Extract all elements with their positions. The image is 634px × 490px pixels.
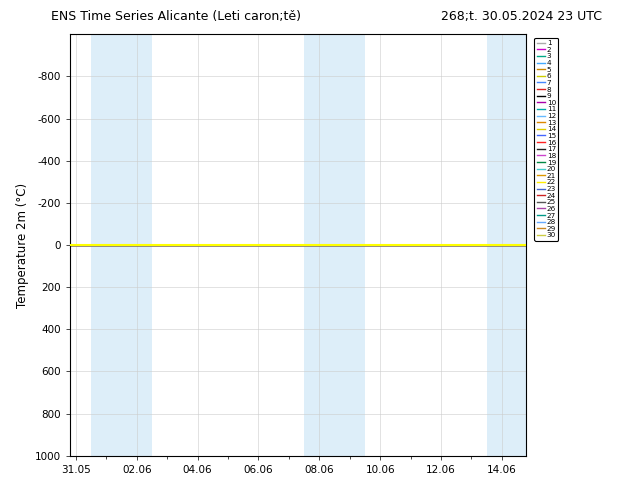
Text: 268;t. 30.05.2024 23 UTC: 268;t. 30.05.2024 23 UTC (441, 10, 602, 23)
Bar (487, 34, 526, 456)
Y-axis label: Temperature 2m (°C): Temperature 2m (°C) (16, 182, 29, 308)
Legend: 1, 2, 3, 4, 5, 6, 7, 8, 9, 10, 11, 12, 13, 14, 15, 16, 17, 18, 19, 20, 21, 22, 2: 1, 2, 3, 4, 5, 6, 7, 8, 9, 10, 11, 12, 1… (534, 38, 558, 241)
Text: ENS Time Series Alicante (Leti caron;tě): ENS Time Series Alicante (Leti caron;tě) (51, 10, 301, 23)
Bar (304, 34, 365, 456)
Bar (91, 34, 152, 456)
